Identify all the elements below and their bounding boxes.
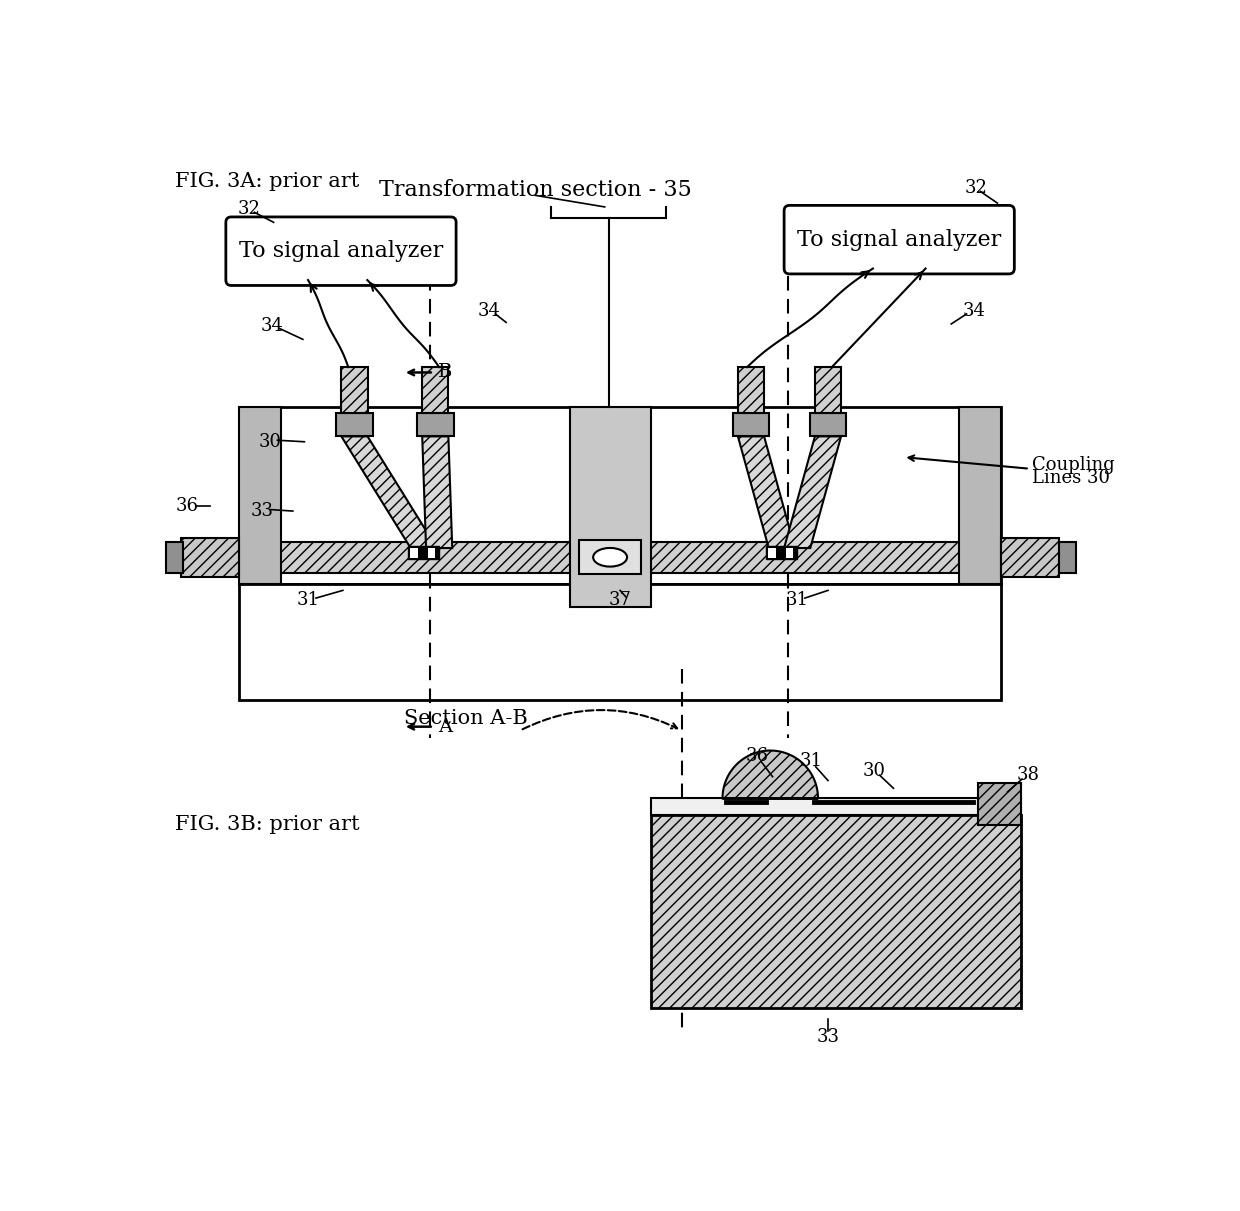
Polygon shape (723, 751, 818, 798)
Text: 32: 32 (965, 179, 987, 196)
Text: FIG. 3B: prior art: FIG. 3B: prior art (175, 815, 360, 834)
Text: 36: 36 (745, 747, 769, 765)
Text: To signal analyzer: To signal analyzer (239, 240, 443, 263)
Text: 36: 36 (176, 497, 198, 515)
Text: 38: 38 (1017, 767, 1039, 785)
Bar (570, 407, 651, 608)
Text: A: A (438, 718, 451, 735)
Text: 30: 30 (258, 432, 281, 450)
FancyBboxPatch shape (226, 217, 456, 286)
Text: 30: 30 (863, 762, 885, 780)
Bar (410, 549, 418, 558)
Text: 31: 31 (800, 752, 822, 770)
Bar (239, 407, 1001, 584)
Text: 34: 34 (260, 317, 284, 335)
Text: B: B (438, 363, 453, 381)
Text: Section A-B: Section A-B (404, 710, 528, 729)
Text: 34: 34 (477, 302, 501, 320)
Bar (181, 538, 239, 576)
Text: To signal analyzer: To signal analyzer (797, 229, 1002, 251)
Bar (766, 546, 797, 558)
Text: FIG. 3A: prior art: FIG. 3A: prior art (175, 172, 360, 191)
Bar (1001, 538, 1059, 576)
Text: Lines 30: Lines 30 (1032, 469, 1110, 487)
Bar (815, 367, 841, 413)
Text: 31: 31 (296, 591, 320, 609)
Bar (959, 407, 1001, 584)
Bar (810, 413, 847, 436)
Bar (733, 413, 770, 436)
Bar (239, 541, 1001, 573)
Bar (239, 584, 1001, 700)
Bar (336, 413, 373, 436)
Bar (428, 549, 435, 558)
Bar (786, 549, 794, 558)
Bar (422, 367, 449, 413)
Polygon shape (738, 436, 795, 549)
Bar (579, 540, 641, 574)
Text: 34: 34 (963, 302, 986, 320)
Bar (1059, 541, 1076, 573)
FancyBboxPatch shape (784, 206, 1014, 274)
Text: 33: 33 (250, 503, 274, 520)
Ellipse shape (593, 547, 627, 567)
Text: 37: 37 (609, 591, 631, 609)
Bar (341, 367, 367, 413)
Bar (651, 798, 1021, 815)
Text: 31: 31 (786, 591, 808, 609)
Bar (768, 549, 776, 558)
Polygon shape (784, 436, 841, 549)
Bar (978, 782, 1021, 825)
Bar (651, 815, 1021, 1008)
Bar (417, 413, 454, 436)
Bar (408, 546, 439, 558)
Text: 32: 32 (238, 200, 260, 218)
Bar (239, 407, 281, 584)
Text: Coupling: Coupling (1032, 455, 1115, 474)
Text: Transformation section - 35: Transformation section - 35 (379, 179, 692, 201)
Bar (166, 541, 182, 573)
Text: 33: 33 (816, 1028, 839, 1046)
Bar (738, 367, 764, 413)
Polygon shape (341, 436, 436, 549)
Polygon shape (422, 436, 453, 549)
